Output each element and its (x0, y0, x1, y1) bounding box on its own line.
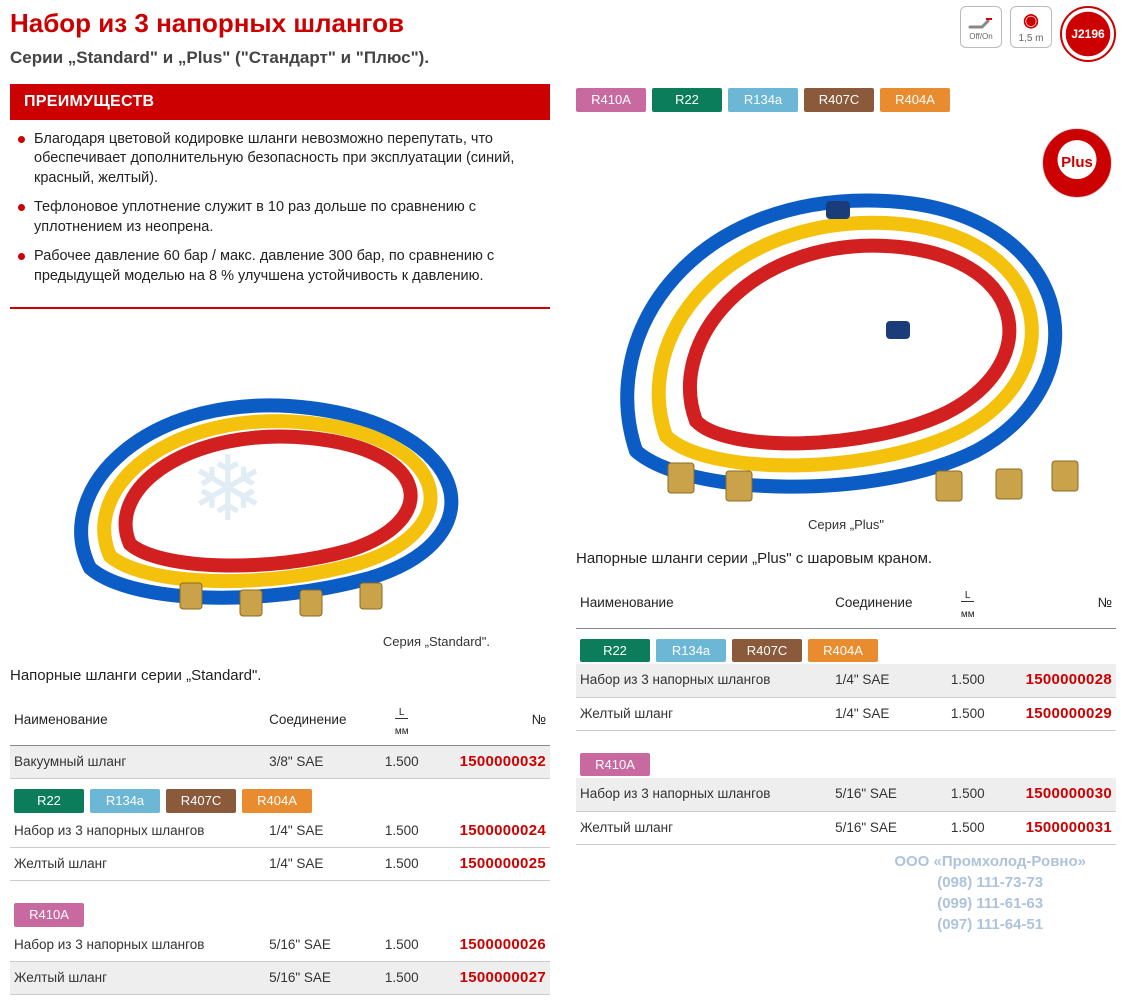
feature-icons: Off/On ◉ 1,5 m J2196 (960, 6, 1116, 62)
col-name: Наименование (10, 696, 265, 745)
cell-len: 1.500 (941, 811, 995, 844)
cell-no: 1500000031 (995, 811, 1116, 844)
page-title: Набор из 3 напорных шлангов (10, 6, 960, 41)
valve-icon: Off/On (960, 6, 1002, 48)
refrigerant-tag-r22: R22 (652, 88, 722, 112)
refrigerant-tag-r410a: R410A (14, 903, 84, 927)
table-row: Набор из 3 напорных шлангов1/4" SAE1.500… (10, 815, 550, 848)
cell-len: 1.500 (375, 929, 429, 962)
cell-no: 1500000025 (429, 847, 550, 880)
cell-len: 1.500 (375, 745, 429, 778)
refrigerant-tag-r407c: R407C (732, 639, 802, 663)
col-len: L мм (375, 696, 429, 745)
cell-no: 1500000029 (995, 697, 1116, 730)
refrigerant-tag-r410a: R410A (580, 753, 650, 777)
cell-conn: 5/16" SAE (265, 961, 375, 994)
cell-len: 1.500 (375, 961, 429, 994)
cell-conn: 1/4" SAE (265, 815, 375, 848)
refrigerant-tags-top: R410AR22R134aR407CR404A (576, 88, 1116, 112)
tag-group-cell: R410A (576, 743, 1116, 779)
standard-caption: Серия „Standard". (10, 633, 550, 651)
cell-name: Желтый шланг (576, 811, 831, 844)
advantages-header: ПРЕИМУЩЕСТВ (10, 84, 550, 120)
refrigerant-tag-r407c: R407C (804, 88, 874, 112)
cell-name: Набор из 3 напорных шлангов (10, 929, 265, 962)
table-row: Набор из 3 напорных шлангов5/16" SAE1.50… (576, 778, 1116, 811)
table-row: Желтый шланг1/4" SAE1.5001500000029 (576, 697, 1116, 730)
cell-no: 1500000032 (429, 745, 550, 778)
cell-len: 1.500 (375, 815, 429, 848)
col-no: № (995, 579, 1116, 628)
col-conn: Соединение (265, 696, 375, 745)
cell-name: Набор из 3 напорных шлангов (576, 664, 831, 697)
advantage-item: Рабочее давление 60 бар / макс. давление… (16, 247, 544, 286)
length-icon: ◉ 1,5 m (1010, 6, 1052, 48)
refrigerant-tag-r404a: R404A (880, 88, 950, 112)
cell-no: 1500000026 (429, 929, 550, 962)
refrigerant-tag-r410a: R410A (576, 88, 646, 112)
cell-no: 1500000030 (995, 778, 1116, 811)
table-row: Желтый шланг1/4" SAE1.5001500000025 (10, 847, 550, 880)
cell-name: Желтый шланг (576, 697, 831, 730)
cell-conn: 1/4" SAE (831, 697, 941, 730)
table-row: Набор из 3 напорных шлангов5/16" SAE1.50… (10, 929, 550, 962)
table-row: Желтый шланг5/16" SAE1.5001500000031 (576, 811, 1116, 844)
plus-hose-figure (576, 126, 1116, 516)
advantages-box: ПРЕИМУЩЕСТВ Благодаря цветовой кодировке… (10, 84, 550, 309)
table-row: Желтый шланг5/16" SAE1.5001500000027 (10, 961, 550, 994)
advantage-item: Благодаря цветовой кодировке шланги нево… (16, 130, 544, 189)
col-name: Наименование (576, 579, 831, 628)
cell-name: Желтый шланг (10, 961, 265, 994)
cell-no: 1500000028 (995, 664, 1116, 697)
cell-conn: 5/16" SAE (831, 811, 941, 844)
cell-len: 1.500 (941, 664, 995, 697)
refrigerant-tag-r404a: R404A (808, 639, 878, 663)
table-row: Вакуумный шланг3/8" SAE1.5001500000032 (10, 745, 550, 778)
cell-conn: 3/8" SAE (265, 745, 375, 778)
refrigerant-tag-r407c: R407C (166, 789, 236, 813)
tag-group-cell: R22R134aR407CR404A (576, 628, 1116, 664)
standard-table: Наименование Соединение L мм № Вакуумный… (10, 696, 550, 995)
cell-no: 1500000024 (429, 815, 550, 848)
plus-table: Наименование Соединение L мм № R22R134aR… (576, 579, 1116, 845)
plus-table-title: Напорные шланги серии „Plus" с шаровым к… (576, 549, 1116, 569)
col-len: L мм (941, 579, 995, 628)
cell-conn: 5/16" SAE (265, 929, 375, 962)
cell-len: 1.500 (375, 847, 429, 880)
refrigerant-tag-r134a: R134a (90, 789, 160, 813)
tag-group-cell: R22R134aR407CR404A (10, 779, 550, 815)
refrigerant-tag-r134a: R134a (656, 639, 726, 663)
cell-name: Набор из 3 напорных шлангов (10, 815, 265, 848)
cell-no: 1500000027 (429, 961, 550, 994)
advantage-item: Тефлоновое уплотнение служит в 10 раз до… (16, 198, 544, 237)
cell-conn: 1/4" SAE (831, 664, 941, 697)
tag-group-cell: R410A (10, 893, 550, 929)
cell-name: Вакуумный шланг (10, 745, 265, 778)
cell-name: Набор из 3 напорных шлангов (576, 778, 831, 811)
col-no: № (429, 696, 550, 745)
col-conn: Соединение (831, 579, 941, 628)
standard-table-title: Напорные шланги серии „Standard". (10, 666, 550, 686)
cell-len: 1.500 (941, 778, 995, 811)
page-subtitle: Серии „Standard" и „Plus" ("Стандарт" и … (10, 47, 960, 70)
plus-caption: Серия „Plus" (576, 516, 1116, 534)
advantages-list: Благодаря цветовой кодировке шланги нево… (10, 120, 550, 303)
standard-hose-figure (10, 323, 550, 633)
cell-len: 1.500 (941, 697, 995, 730)
cell-conn: 5/16" SAE (831, 778, 941, 811)
refrigerant-tag-r404a: R404A (242, 789, 312, 813)
refrigerant-tag-r22: R22 (14, 789, 84, 813)
refrigerant-tag-r22: R22 (580, 639, 650, 663)
cert-badge: J2196 (1060, 6, 1116, 62)
table-row: Набор из 3 напорных шлангов1/4" SAE1.500… (576, 664, 1116, 697)
refrigerant-tag-r134a: R134a (728, 88, 798, 112)
cell-name: Желтый шланг (10, 847, 265, 880)
cell-conn: 1/4" SAE (265, 847, 375, 880)
